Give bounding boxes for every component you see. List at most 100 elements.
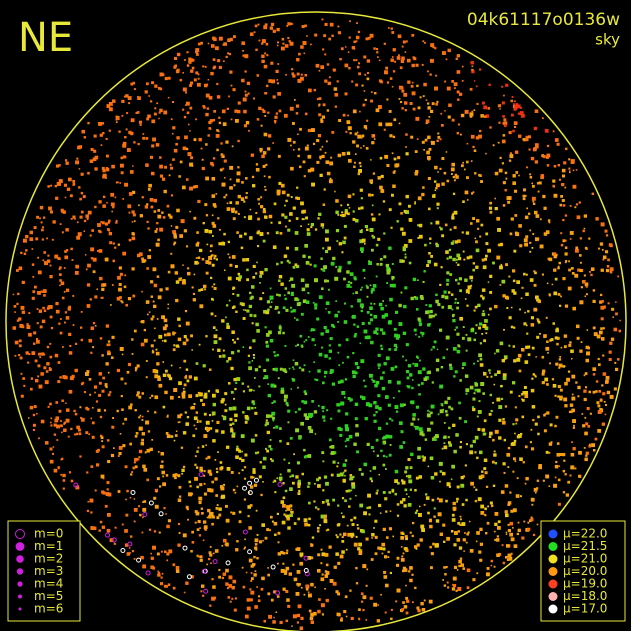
star <box>437 135 441 139</box>
star <box>582 280 586 284</box>
star <box>292 614 297 619</box>
star <box>307 154 312 159</box>
star <box>329 337 333 341</box>
star <box>429 73 432 76</box>
star <box>415 426 419 430</box>
star <box>164 324 168 328</box>
star <box>368 260 370 262</box>
star <box>447 436 450 439</box>
star <box>92 257 97 262</box>
star <box>383 454 386 458</box>
star <box>578 201 581 204</box>
star <box>284 569 287 572</box>
star <box>127 362 132 367</box>
star <box>196 53 199 56</box>
star <box>523 272 526 276</box>
star <box>383 362 387 366</box>
star <box>362 145 365 147</box>
star <box>22 238 27 243</box>
star <box>404 286 408 290</box>
star <box>327 81 331 86</box>
star <box>370 340 374 345</box>
star <box>199 304 204 309</box>
star <box>518 174 520 177</box>
star <box>559 356 561 358</box>
star <box>42 226 45 229</box>
star <box>599 398 603 402</box>
star <box>216 95 221 99</box>
star <box>345 490 348 493</box>
star <box>509 154 514 159</box>
star <box>257 217 260 221</box>
star <box>312 301 315 304</box>
star <box>154 488 158 493</box>
star <box>437 303 441 307</box>
star <box>289 41 294 46</box>
star <box>365 584 368 587</box>
star <box>279 473 282 476</box>
star <box>489 291 493 294</box>
star <box>134 465 138 469</box>
star <box>228 53 232 56</box>
star <box>295 217 299 220</box>
star <box>571 396 576 401</box>
star <box>88 378 92 381</box>
star <box>194 510 198 514</box>
star <box>212 585 216 589</box>
star <box>220 466 224 469</box>
star <box>220 400 224 404</box>
star <box>195 257 198 259</box>
star <box>327 288 330 291</box>
star <box>162 326 167 331</box>
star <box>439 532 443 536</box>
star <box>58 164 61 167</box>
star <box>164 390 168 395</box>
star <box>382 527 386 531</box>
star <box>193 376 198 381</box>
star <box>205 457 208 460</box>
star <box>294 99 296 101</box>
star <box>249 297 253 300</box>
star <box>72 215 76 219</box>
star <box>474 332 477 335</box>
star <box>340 512 343 514</box>
star <box>545 346 550 351</box>
star <box>112 259 115 263</box>
star <box>110 103 113 106</box>
star <box>141 531 144 534</box>
star <box>383 42 386 45</box>
star <box>243 200 246 203</box>
star <box>458 401 461 405</box>
star <box>489 372 491 374</box>
star <box>464 168 466 171</box>
star <box>148 95 150 97</box>
star <box>363 55 367 59</box>
star <box>472 439 476 444</box>
star <box>497 243 501 247</box>
star <box>457 301 460 304</box>
star <box>288 572 292 576</box>
star <box>273 590 277 594</box>
star <box>557 385 561 389</box>
star <box>483 372 487 376</box>
star <box>271 520 274 523</box>
star <box>136 364 140 368</box>
star <box>415 333 417 336</box>
star <box>452 212 455 215</box>
star <box>461 367 464 370</box>
star <box>236 231 239 234</box>
star <box>450 241 454 245</box>
star <box>170 166 174 170</box>
star <box>252 468 256 472</box>
star <box>261 59 265 64</box>
star <box>191 349 193 351</box>
star <box>41 238 44 241</box>
star <box>288 367 291 370</box>
star <box>485 232 489 236</box>
star <box>52 220 56 224</box>
star <box>595 380 599 383</box>
star <box>121 408 124 411</box>
star <box>583 397 587 402</box>
bright-star <box>158 511 164 517</box>
star <box>313 410 318 414</box>
